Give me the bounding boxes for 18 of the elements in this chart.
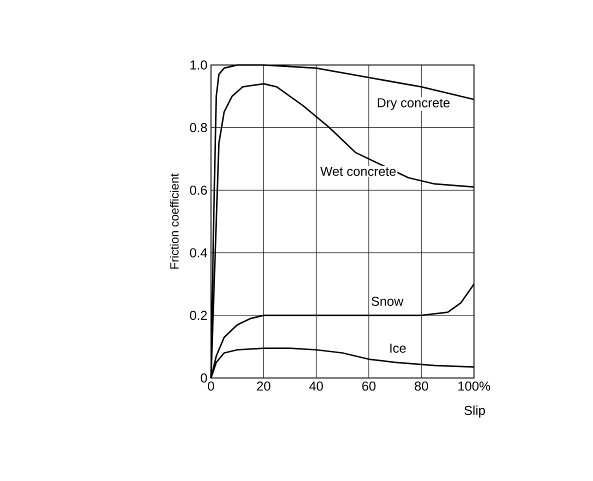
x-tick-label: 80 — [414, 382, 428, 391]
x-tick-label: 20 — [257, 382, 270, 391]
y-tick-label: 0.6 — [190, 186, 207, 195]
x-tick-label: 100% — [458, 382, 490, 391]
y-tick-label: 0.8 — [190, 123, 207, 132]
y-tick-label: 0.4 — [190, 248, 208, 258]
x-axis-title: Slip — [464, 406, 485, 418]
series-label: Wet concrete — [320, 166, 396, 176]
y-tick-label: 0.2 — [190, 310, 207, 320]
series-label: Ice — [390, 344, 406, 353]
y-axis-title: Friction coefficient — [170, 174, 179, 269]
x-tick-label: 40 — [309, 382, 323, 391]
x-tick-label: 60 — [362, 382, 376, 391]
series-label: Snow — [372, 296, 404, 306]
y-tick-label: 1.0 — [190, 60, 207, 70]
series-label: Dry concrete — [378, 98, 450, 110]
y-tick-label: 0 — [200, 373, 207, 383]
x-tick-label: 0 — [208, 382, 214, 391]
